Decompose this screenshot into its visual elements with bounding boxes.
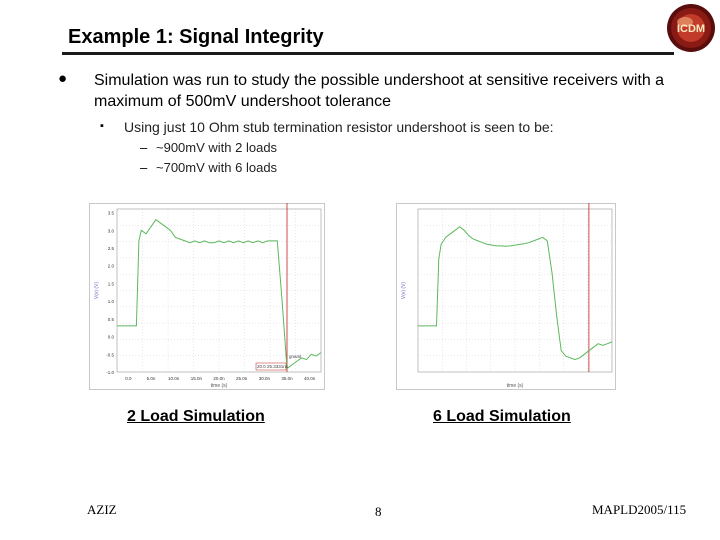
y-tick-label: 1.0 bbox=[108, 299, 115, 304]
x-tick-label: 5.0n bbox=[147, 376, 156, 381]
chart-2-load-simulation: 3.5 3.0 2.5 2.0 1.5 1.0 0.5 0.0 -0.5 -1.0 0.0 5.0n 1… bbox=[89, 203, 325, 390]
y-tick-label: 0.0 bbox=[108, 335, 115, 340]
logo-text: ICDM bbox=[677, 23, 705, 35]
y-tick-label: 1.5 bbox=[108, 281, 115, 286]
x-axis-label: time (s) bbox=[507, 383, 524, 389]
x-tick-label: 35.0n bbox=[281, 376, 293, 381]
y-tick-label: 0.5 bbox=[108, 317, 115, 322]
slide-title: Example 1: Signal Integrity bbox=[68, 26, 324, 48]
annotation-label: 20.0 25.3331ns bbox=[257, 364, 289, 369]
series-line bbox=[418, 226, 613, 361]
x-tick-label: 10.0n bbox=[168, 376, 180, 381]
x-tick-label: 20.0n bbox=[213, 376, 225, 381]
bullet-icon: ● bbox=[58, 70, 68, 87]
x-tick-label: 30.0n bbox=[259, 376, 271, 381]
dash-bullet-icon: – bbox=[140, 160, 148, 175]
y-tick-label: 2.0 bbox=[108, 264, 115, 269]
caption-6-load: 6 Load Simulation bbox=[433, 408, 571, 425]
y-tick-label: -0.5 bbox=[106, 352, 114, 357]
footer-reference: MAPLD2005/115 bbox=[592, 502, 687, 517]
x-tick-label: 15.0n bbox=[191, 376, 203, 381]
sub-bullet-text: Using just 10 Ohm stub termination resis… bbox=[124, 119, 554, 135]
title-underline bbox=[62, 52, 674, 55]
dash-bullet-icon: – bbox=[140, 140, 148, 155]
annotation-box bbox=[255, 362, 287, 371]
y-tick-label: 3.0 bbox=[108, 228, 115, 233]
y-tick-label: 3.5 bbox=[108, 211, 115, 216]
y-axis-label: V(v) (V) bbox=[401, 282, 407, 300]
sub-item-2-loads: ~900mV with 2 loads bbox=[156, 140, 278, 155]
sub-item-6-loads: ~700mV with 6 loads bbox=[156, 160, 278, 175]
caption-2-load: 2 Load Simulation bbox=[127, 408, 265, 425]
square-bullet-icon: ▪ bbox=[100, 120, 104, 132]
main-bullet-text: Simulation was run to study the possible… bbox=[94, 72, 665, 110]
x-tick-label: 40.0n bbox=[304, 376, 316, 381]
footer-page-number: 8 bbox=[375, 504, 382, 519]
x-axis-label: time (s) bbox=[211, 383, 228, 389]
x-tick-label: 0.0 bbox=[125, 376, 132, 381]
conference-logo: ICDM bbox=[667, 4, 715, 52]
y-axis-label: V(v) (V) bbox=[94, 282, 100, 300]
footer-author: AZIZ bbox=[87, 502, 117, 517]
annotation-label: gnaml bbox=[289, 354, 301, 359]
y-tick-label: 2.5 bbox=[108, 246, 115, 251]
chart-6-load-simulation: V(v) (V) time (s) bbox=[396, 203, 616, 390]
series-line bbox=[117, 218, 322, 370]
y-tick-label: -1.0 bbox=[106, 370, 114, 375]
x-tick-label: 25.0n bbox=[236, 376, 248, 381]
